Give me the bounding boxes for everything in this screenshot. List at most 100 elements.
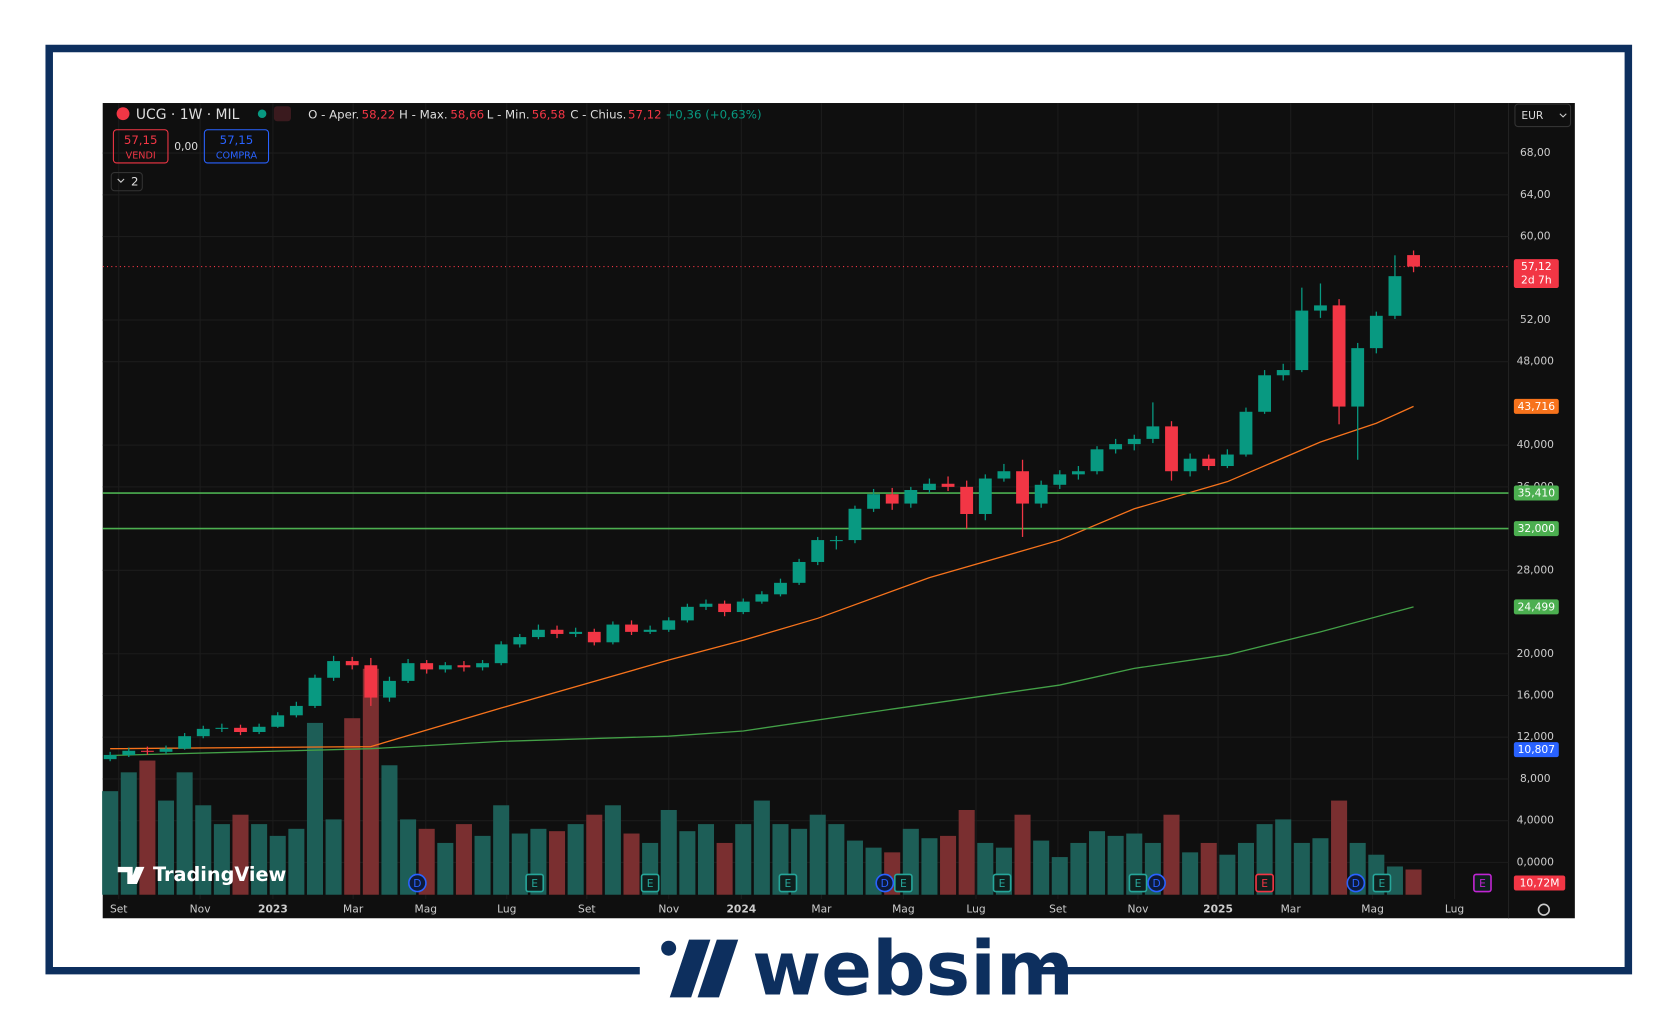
volume-bar: [176, 772, 193, 895]
volume-bar: [1182, 852, 1199, 895]
volume-bar: [679, 831, 696, 895]
volume-bar: [1070, 842, 1087, 895]
candle-body: [1183, 458, 1197, 472]
candle-body: [718, 603, 732, 613]
candle-body: [1109, 444, 1123, 450]
plot: 68,0064,0060,0052,0048,00040,00036,00028…: [102, 103, 1566, 916]
price-label: 43,716: [1518, 400, 1556, 413]
price-label: 35,410: [1518, 487, 1556, 500]
volume-bar: [1163, 814, 1180, 895]
ohlc-value: 57,12: [628, 107, 662, 121]
price-label: 57,12: [1521, 260, 1552, 273]
event-marker: [992, 873, 1012, 893]
x-tick-label: Nov: [658, 903, 679, 916]
x-tick-label: Mag: [892, 903, 915, 916]
volume-bar: [1293, 842, 1310, 895]
candle-body: [420, 663, 434, 670]
y-tick-label: 52,00: [1520, 313, 1551, 326]
event-marker: [1473, 873, 1492, 893]
x-tick-label: Lug: [497, 903, 516, 916]
volume-bar: [940, 835, 957, 895]
sell-button[interactable]: [112, 129, 169, 164]
volume-bar: [437, 842, 454, 895]
currency-select[interactable]: [1514, 103, 1572, 128]
volume-label-box: [1513, 875, 1566, 891]
candle-body: [792, 561, 806, 583]
event-marker: [1372, 873, 1392, 893]
symbol-icon: [116, 107, 130, 121]
candle-body: [699, 603, 713, 607]
ohlc-label: L - Min.: [487, 107, 530, 121]
ohlc-value: 58,66: [450, 107, 484, 121]
volume-bar: [269, 835, 286, 895]
x-tick-label: Mar: [811, 903, 832, 916]
price-label-sub: 2d 7h: [1521, 273, 1552, 286]
event-label: E: [1379, 877, 1386, 890]
price-label: 10,807: [1518, 743, 1555, 756]
candle-body: [1146, 426, 1160, 439]
candle-body: [829, 540, 843, 542]
x-tick-label: Lug: [966, 903, 985, 916]
x-tick-label: Nov: [1128, 903, 1149, 916]
candle-body: [867, 494, 880, 509]
volume-bar: [958, 809, 975, 895]
event-label: D: [881, 877, 889, 890]
event-label: E: [999, 877, 1006, 890]
candle-body: [1034, 484, 1048, 504]
volume-bar: [1033, 840, 1050, 895]
price-label-box: [1513, 599, 1559, 615]
y-tick-label: 48,000: [1517, 355, 1555, 368]
volume-bar: [697, 824, 715, 895]
chevron: [117, 178, 125, 183]
volume-bar: [232, 814, 249, 895]
price-label-box: [1513, 742, 1559, 758]
candle-body: [978, 478, 992, 514]
volume-bar: [716, 842, 733, 895]
candle-body: [234, 727, 247, 733]
candle-body: [1295, 310, 1309, 371]
y-tick-label: 64,00: [1520, 188, 1551, 201]
volume-bar: [604, 805, 621, 895]
volume-bar: [977, 842, 994, 895]
price-label: 24,499: [1518, 600, 1556, 613]
candle-body: [513, 637, 527, 645]
price-label-box: [1513, 485, 1559, 501]
volume-bar: [1107, 835, 1124, 895]
event-label: D: [1352, 877, 1360, 890]
symbol: UCG · 1W · MIL: [136, 107, 240, 123]
candle-body: [904, 490, 918, 504]
brand-name: websim: [752, 924, 1074, 1012]
x-tick-label: 2023: [258, 903, 288, 916]
candle-body: [364, 665, 378, 698]
y-tick-label: 12,000: [1517, 730, 1555, 743]
candle-body: [1276, 370, 1290, 376]
buy-button[interactable]: [203, 129, 270, 164]
volume-bar: [1088, 831, 1106, 895]
event-label: E: [785, 877, 792, 890]
tv-logo: TradingView: [153, 863, 287, 886]
brand-dot: [661, 940, 677, 956]
candle-body: [308, 677, 322, 706]
y-tick-label: 8,000: [1520, 772, 1551, 785]
volume-bar: [213, 824, 230, 895]
ohlc-value: 58,22: [362, 107, 396, 121]
volume-bar: [623, 833, 640, 895]
event-marker: [894, 873, 913, 893]
y-tick-label: 28,000: [1517, 563, 1555, 576]
event-label: D: [413, 877, 421, 890]
candle-body: [960, 486, 974, 514]
indicator-toggle[interactable]: [110, 172, 143, 192]
volume-bar: [586, 814, 603, 895]
candle-body: [289, 705, 303, 716]
volume-bar: [381, 765, 398, 895]
settings-icon[interactable]: [1537, 903, 1550, 916]
candle-body: [774, 582, 787, 595]
event-marker: [875, 873, 895, 893]
volume-bar: [362, 668, 379, 895]
candle-body: [271, 715, 285, 727]
candle-body: [1220, 454, 1234, 467]
x-tick-label: Mar: [1281, 903, 1302, 916]
candle-body: [923, 483, 936, 491]
